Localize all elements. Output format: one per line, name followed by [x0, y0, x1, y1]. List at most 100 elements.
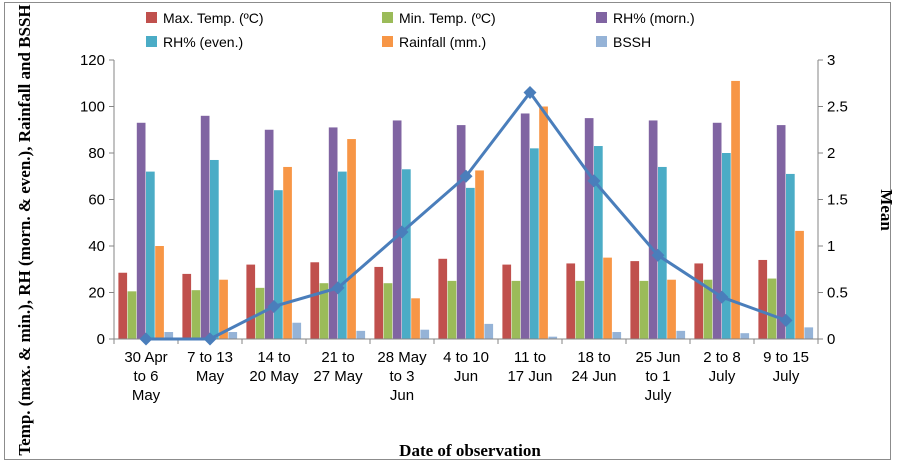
x-tick-label-line: Jun: [390, 387, 414, 404]
x-tick-label-line: May: [132, 387, 161, 404]
legend-label: RH% (even.): [163, 34, 243, 50]
bar: [274, 190, 283, 339]
bars: [118, 80, 814, 340]
x-tick-label-line: 7 to 13: [187, 349, 233, 366]
bar: [374, 266, 384, 339]
y2-tick-label: 0.5: [827, 285, 848, 302]
x-tick-label-line: 11 to: [514, 349, 546, 366]
bar: [484, 323, 494, 339]
bar: [639, 280, 649, 339]
x-tick-label: 28 May to 3 Jun: [377, 349, 427, 404]
bar: [328, 127, 338, 339]
bar: [603, 257, 612, 339]
legend-swatch: [382, 36, 393, 47]
x-tick-label-line: July: [773, 368, 800, 385]
bar: [292, 322, 302, 339]
bar: [200, 115, 210, 339]
y-tick-label: 100: [80, 99, 105, 116]
bar: [155, 246, 164, 339]
bar: [740, 333, 750, 339]
bar: [475, 170, 484, 339]
x-tick-label-line: May: [196, 368, 225, 385]
bar: [594, 146, 603, 339]
x-tick-label-line: July: [645, 387, 672, 404]
y-tick-label: 0: [97, 331, 105, 348]
mean-line-point: [715, 290, 729, 304]
x-tick-label-line: 9 to 15: [763, 349, 809, 366]
bar: [511, 280, 521, 339]
bar: [575, 280, 585, 339]
legend-label: BSSH: [613, 34, 651, 50]
mean-line-point: [587, 174, 601, 188]
x-tick-label-line: July: [709, 368, 736, 385]
bar: [246, 264, 256, 339]
x-tick-label: 30 Apr to 6 May: [124, 349, 167, 404]
legend-label: Max. Temp. (ºC): [163, 10, 264, 26]
bar: [392, 120, 402, 339]
mean-line: [139, 86, 793, 346]
x-tick-label-line: 14 to: [257, 349, 290, 366]
bar: [438, 258, 448, 339]
x-tick-label-line: 20 May: [249, 368, 299, 385]
x-axis-title: Date of observation: [399, 441, 541, 460]
bar: [548, 336, 558, 339]
mean-line-point: [331, 281, 345, 295]
x-tick-label-line: 21 to: [321, 349, 354, 366]
bar: [219, 279, 228, 339]
bar: [338, 171, 347, 339]
bar: [520, 113, 530, 339]
mean-line-point: [267, 299, 281, 313]
bar: [420, 329, 430, 339]
y-tick-label: 120: [80, 52, 105, 69]
mean-line-point: [203, 332, 217, 346]
bar: [402, 169, 411, 339]
mean-line-point: [779, 313, 793, 327]
legend-swatch: [382, 12, 393, 23]
bar: [776, 125, 786, 339]
legend-label: RH% (morn.): [613, 10, 695, 26]
bar: [319, 283, 329, 339]
y2-tick-label: 0: [827, 331, 835, 348]
legend-swatch: [146, 12, 157, 23]
bar: [118, 272, 128, 339]
y-axis-title: Temp. (max. & min.), RH (morn. & even.),…: [15, 4, 34, 455]
x-tick-label-line: to 6: [133, 368, 158, 385]
x-tick-label-line: to 1: [645, 368, 670, 385]
mean-line-point: [459, 169, 473, 183]
x-tick-label-line: 24 Jun: [571, 368, 616, 385]
bar: [356, 330, 366, 339]
x-tick-label-line: 18 to: [577, 349, 610, 366]
bar: [264, 129, 274, 339]
bar: [228, 332, 238, 339]
bar: [767, 278, 777, 339]
bar: [182, 273, 192, 339]
y-tick-label: 60: [88, 192, 105, 209]
bar: [694, 263, 704, 339]
x-tick-label: 18 to 24 Jun: [571, 349, 616, 385]
bar: [191, 290, 201, 339]
y-tick-label: 80: [88, 145, 105, 162]
x-tick-label-line: 25 Jun: [635, 349, 680, 366]
bar: [722, 153, 731, 339]
x-tick-label: 9 to 15 July: [763, 349, 809, 385]
mean-line-point: [651, 248, 665, 262]
y-tick-label: 40: [88, 238, 105, 255]
axes: 0 20 40 60 80 100 120 0 0.5 1 1.5 2 2.5 3 30 Apr to 6 Ma…: [80, 52, 848, 404]
x-tick-label-line: to 3: [389, 368, 414, 385]
x-tick-label-line: 28 May: [377, 349, 427, 366]
bar: [456, 125, 466, 339]
bar: [731, 80, 740, 340]
x-tick-label-line: 30 Apr: [124, 349, 167, 366]
legend-swatch: [146, 36, 157, 47]
x-tick-label: 2 to 8 July: [703, 349, 741, 385]
bar: [795, 230, 804, 339]
mean-line-point: [523, 86, 537, 100]
mean-line-point: [139, 332, 153, 346]
legend-swatch: [596, 12, 607, 23]
y2-tick-label: 2.5: [827, 99, 848, 116]
bar: [164, 332, 174, 339]
bar: [667, 279, 676, 339]
bar: [630, 261, 640, 339]
x-tick-label-line: 27 May: [313, 368, 363, 385]
x-tick-label: 11 to 17 Jun: [507, 349, 552, 385]
